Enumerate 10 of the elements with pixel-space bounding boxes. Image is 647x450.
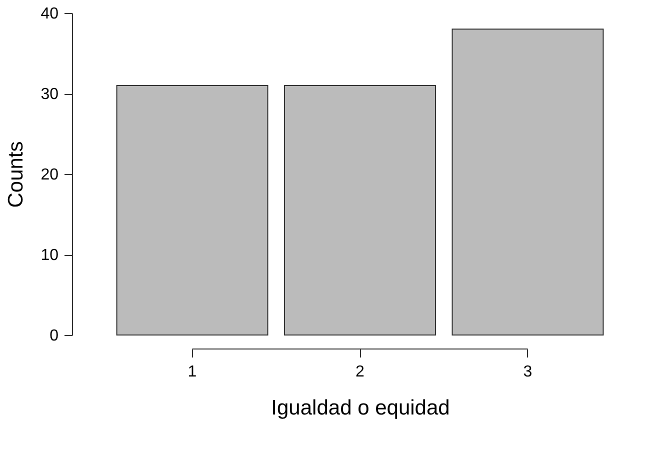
y-axis-title: Counts (4, 141, 28, 208)
x-tick-label: 2 (356, 364, 365, 380)
x-tick-label: 3 (523, 364, 532, 380)
y-tick-label: 30 (40, 86, 59, 103)
y-tick-label: 20 (40, 166, 59, 184)
y-tick-label: 40 (40, 6, 59, 22)
y-tick-label: 0 (50, 328, 59, 344)
y-tick-label: 10 (40, 247, 59, 264)
x-axis-title: Igualdad o equidad (271, 396, 450, 420)
x-tick-label: 1 (188, 364, 197, 380)
